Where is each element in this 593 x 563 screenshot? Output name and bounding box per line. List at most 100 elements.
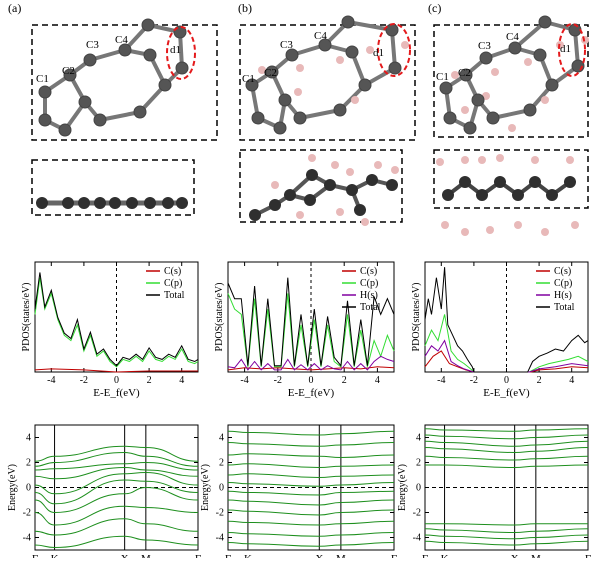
bond-label-d1: d1 <box>560 43 571 55</box>
structure-c-side-view <box>433 149 589 236</box>
band-line <box>424 428 589 432</box>
band-line <box>227 542 395 547</box>
band-line <box>227 499 395 506</box>
band-line <box>34 486 199 514</box>
y-tick-label: -2 <box>413 508 421 519</box>
atom-label-c2: C2 <box>458 67 471 79</box>
legend-entry: C(s) <box>164 266 181 277</box>
atom-label-c4: C4 <box>506 31 519 43</box>
band-line <box>424 540 589 546</box>
y-tick-label: -4 <box>413 533 421 544</box>
band-line <box>227 453 395 459</box>
legend-entry: C(p) <box>164 278 182 289</box>
legend-entry: C(s) <box>360 266 377 277</box>
kpoint-label: X <box>315 553 323 558</box>
atom-label-c1: C1 <box>242 73 255 85</box>
x-tick-label: -4 <box>47 375 55 386</box>
structure-c-top-view: C1 C2 C3 C4 d1 <box>433 15 589 138</box>
band-line <box>34 535 199 549</box>
kpoint-label: K <box>51 553 59 558</box>
kpoint-label: M <box>141 553 151 558</box>
kpoint-label: Γ <box>32 553 38 558</box>
x-tick-label: 4 <box>179 375 184 386</box>
y-tick-label: -4 <box>216 533 224 544</box>
band-chart-c: Γ K X M Γ -4 -2 0 2 4 Energy(eV) <box>397 424 591 563</box>
x-tick-label: -4 <box>240 375 248 386</box>
x-tick-label: 0 <box>504 375 509 386</box>
band-line <box>227 509 395 516</box>
band-line <box>227 442 395 447</box>
series-line-total <box>34 272 199 367</box>
band-line <box>34 461 199 471</box>
band-line <box>34 451 199 467</box>
band-chart-a: Γ K X M Γ -4 -2 0 2 4 Energy(eV) <box>7 424 201 563</box>
band-line <box>34 479 199 505</box>
structure-b-side-view <box>239 149 403 226</box>
x-tick-label: -2 <box>80 375 88 386</box>
kpoint-label: X <box>511 553 519 558</box>
x-tick-label: 4 <box>569 375 574 386</box>
x-tick-label: -2 <box>274 375 282 386</box>
y-tick-label: -2 <box>216 508 224 519</box>
band-line <box>34 445 199 462</box>
atom-label-c4: C4 <box>115 34 128 46</box>
band-line <box>34 518 199 536</box>
pdos-chart-a: -4 -2 0 2 4 E-E_f(eV) PDOS(states/eV) C(s)C(p)T… <box>21 261 199 399</box>
legend-entry: Total <box>360 302 381 313</box>
pdos-chart-c: -4 -2 0 2 4 E-E_f(eV) PDOS(states/eV) C(s)C(p)H… <box>411 261 589 399</box>
atom-label-c2: C2 <box>264 67 277 79</box>
series-line-total <box>424 267 589 373</box>
y-tick-label: -4 <box>23 533 31 544</box>
kpoint-label: Γ <box>585 553 591 558</box>
atom-label-c3: C3 <box>280 39 293 51</box>
band-line <box>227 430 395 436</box>
y-tick-label: 2 <box>219 458 224 469</box>
legend-entry: H(s) <box>554 290 572 301</box>
kpoint-label: Γ <box>195 553 201 558</box>
bond-label-d1: d1 <box>170 44 181 56</box>
x-tick-label: -4 <box>437 375 445 386</box>
legend-entry: Total <box>164 290 185 301</box>
atom-label-c2: C2 <box>62 65 75 77</box>
x-tick-label: 2 <box>537 375 542 386</box>
panel-label-c: (c) <box>428 1 441 15</box>
band-line <box>424 523 588 526</box>
y-axis-label: PDOS(states/eV) <box>21 283 32 352</box>
band-line <box>227 490 395 496</box>
panel-label-b: (b) <box>238 1 252 15</box>
series-line-cs <box>34 368 198 373</box>
y-axis-label: Energy(eV) <box>397 464 408 511</box>
legend-entry: Total <box>554 302 575 313</box>
band-line <box>424 455 589 461</box>
pdos-chart-b: -4 -2 0 2 4 E-E_f(eV) PDOS(states/eV) C(s)C(p)H… <box>214 261 395 399</box>
band-line <box>425 464 589 469</box>
series-line-total <box>227 277 395 367</box>
atom-label-c1: C1 <box>36 73 49 85</box>
band-line <box>424 434 589 440</box>
atom-label-c1: C1 <box>436 71 449 83</box>
band-line <box>34 505 199 526</box>
atom-label-c4: C4 <box>314 30 327 42</box>
x-tick-label: 2 <box>342 375 347 386</box>
atom-label-c3: C3 <box>478 40 491 52</box>
band-chart-b: Γ K X M Γ -4 -2 0 2 4 Energy(eV) <box>200 424 397 563</box>
x-tick-label: 0 <box>114 375 119 386</box>
band-line <box>227 532 395 537</box>
y-axis-label: Energy(eV) <box>7 464 18 511</box>
y-tick-label: 4 <box>26 433 31 444</box>
y-tick-label: 0 <box>416 483 421 494</box>
legend-entry: C(s) <box>554 266 571 277</box>
kpoint-label: M <box>531 553 541 558</box>
band-line <box>227 482 395 487</box>
structure-b-top-view: C1 C2 C3 C4 d1 <box>239 15 416 141</box>
structure-a-side-view <box>31 159 195 216</box>
legend-entry: C(p) <box>360 278 378 289</box>
kpoint-label: K <box>244 553 252 558</box>
y-axis-label: Energy(eV) <box>200 464 211 511</box>
kpoint-label: M <box>336 553 346 558</box>
kpoint-label: K <box>441 553 449 558</box>
band-line <box>424 447 589 454</box>
kpoint-label: Γ <box>391 553 397 558</box>
kpoint-label: X <box>121 553 129 558</box>
